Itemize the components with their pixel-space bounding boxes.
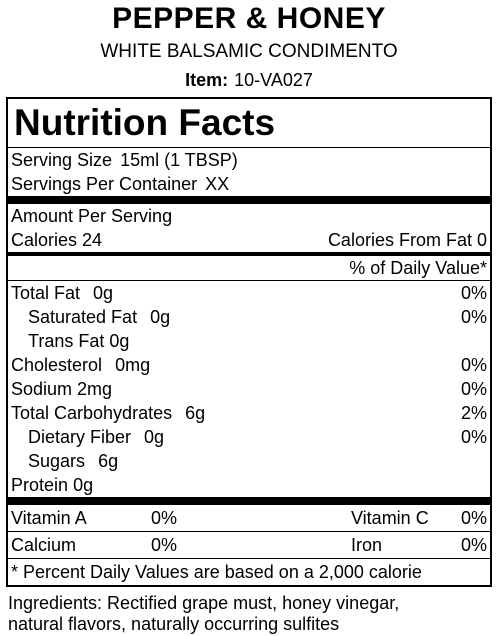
nutrient-amount: 0g (73, 475, 94, 495)
iron-label: Iron (351, 535, 383, 555)
ingredients-text: Ingredients: Rectified grape must, honey… (8, 593, 494, 635)
serving-size-value: 15ml (1 TBSP) (120, 150, 238, 170)
servings-label: Servings Per Container (11, 174, 198, 194)
nutrient-amount: 2mg (77, 379, 113, 399)
nutrient-amount: 0g (150, 307, 171, 327)
nutrition-facts-panel: Nutrition Facts Serving Size 15ml (1 TBSP… (6, 97, 492, 587)
amount-per-serving-label: Amount Per Serving (11, 206, 173, 226)
item-value: 10-VA027 (234, 70, 313, 90)
nutrient-list: Total Fat 0g 0% Saturated Fat 0g 0% Tran… (8, 280, 490, 497)
servings-value: XX (205, 174, 230, 194)
calories-value: 24 (82, 230, 103, 250)
calcium-dv: 0% (151, 535, 178, 555)
nutrient-dv: 0% (460, 355, 487, 375)
nutrient-label: Total Carbohydrates (11, 403, 173, 423)
nutrient-row-saturated-fat: Saturated Fat 0g 0% (8, 305, 490, 329)
servings-per-container-row: Servings Per Container XX (8, 172, 490, 196)
label-header: PEPPER & HONEY WHITE BALSAMIC CONDIMENTO… (0, 0, 498, 91)
nutrient-amount: 0g (93, 283, 114, 303)
calories-fat-value: 0 (476, 230, 487, 250)
nutrient-amount: 0g (109, 331, 130, 351)
calories-row: Calories 24 Calories From Fat 0 (8, 228, 490, 252)
amount-per-serving: Amount Per Serving (8, 204, 490, 228)
vitamins-section: Vitamin A 0% Vitamin C 0% Calcium 0% Iro… (8, 497, 490, 558)
vitamin-row-a-c: Vitamin A 0% Vitamin C 0% (8, 505, 490, 531)
nutrient-row-sodium: Sodium 2mg 0% (8, 377, 490, 401)
iron-dv: 0% (460, 535, 487, 555)
nutrient-amount: 0mg (115, 355, 151, 375)
nutrient-row-sugars: Sugars 6g (8, 449, 490, 473)
calories-label: Calories (11, 230, 78, 250)
nutrient-row-cholesterol: Cholesterol 0mg 0% (8, 353, 490, 377)
nutrition-facts-title: Nutrition Facts (14, 102, 276, 143)
vitamin-a-label: Vitamin A (11, 508, 87, 528)
nutrient-label: Saturated Fat (28, 307, 138, 327)
product-subtitle: WHITE BALSAMIC CONDIMENTO (100, 41, 398, 62)
ingredients-line-1: Ingredients: Rectified grape must, honey… (8, 593, 400, 613)
nutrient-label: Sugars (28, 451, 86, 471)
nutrient-dv: 0% (460, 283, 487, 303)
nutrient-amount: 0g (144, 427, 165, 447)
nutrient-row-trans-fat: Trans Fat 0g (8, 329, 490, 353)
item-label: Item: (185, 70, 229, 90)
nutrient-label: Dietary Fiber (28, 427, 132, 447)
nutrient-row-total-fat: Total Fat 0g 0% (8, 281, 490, 305)
serving-size-label: Serving Size (11, 150, 113, 170)
nutrient-dv: 0% (460, 379, 487, 399)
nutrient-label: Cholesterol (11, 355, 103, 375)
nutrient-amount: 6g (185, 403, 206, 423)
serving-section: Serving Size 15ml (1 TBSP) Servings Per C… (8, 147, 490, 196)
daily-value-section: % of Daily Value* (8, 252, 490, 280)
calories-section: Amount Per Serving Calories 24 Calories … (8, 196, 490, 252)
vitamin-c-label: Vitamin C (351, 508, 429, 528)
nutrient-dv: 2% (460, 403, 487, 423)
ingredients-line-2: natural flavors, naturally occurring sul… (8, 614, 340, 634)
calories-fat-label: Calories From Fat (327, 230, 472, 250)
nutrient-label: Total Fat (11, 283, 81, 303)
calcium-label: Calcium (11, 535, 77, 555)
product-name: PEPPER & HONEY (112, 2, 386, 35)
vitamin-a-dv: 0% (151, 508, 178, 528)
daily-value-header: % of Daily Value* (349, 258, 487, 278)
item-number: Item: 10-VA027 (0, 69, 498, 91)
nutrient-label: Sodium (11, 379, 73, 399)
vitamin-c-dv: 0% (460, 508, 487, 528)
nutrient-amount: 6g (98, 451, 119, 471)
nutrient-row-total-carbohydrates: Total Carbohydrates 6g 2% (8, 401, 490, 425)
nutrient-label: Protein (11, 475, 69, 495)
vitamin-row-calcium-iron: Calcium 0% Iron 0% (8, 531, 490, 558)
nutrient-row-dietary-fiber: Dietary Fiber 0g 0% (8, 425, 490, 449)
daily-value-footnote: * Percent Daily Values are based on a 2,… (8, 558, 490, 587)
nutrient-label: Trans Fat (28, 331, 105, 351)
serving-size-row: Serving Size 15ml (1 TBSP) (8, 148, 490, 172)
nutrient-row-protein: Protein 0g (8, 473, 490, 497)
daily-value-header-row: % of Daily Value* (8, 256, 490, 280)
nutrient-dv: 0% (460, 427, 487, 447)
nutrient-dv: 0% (460, 307, 487, 327)
